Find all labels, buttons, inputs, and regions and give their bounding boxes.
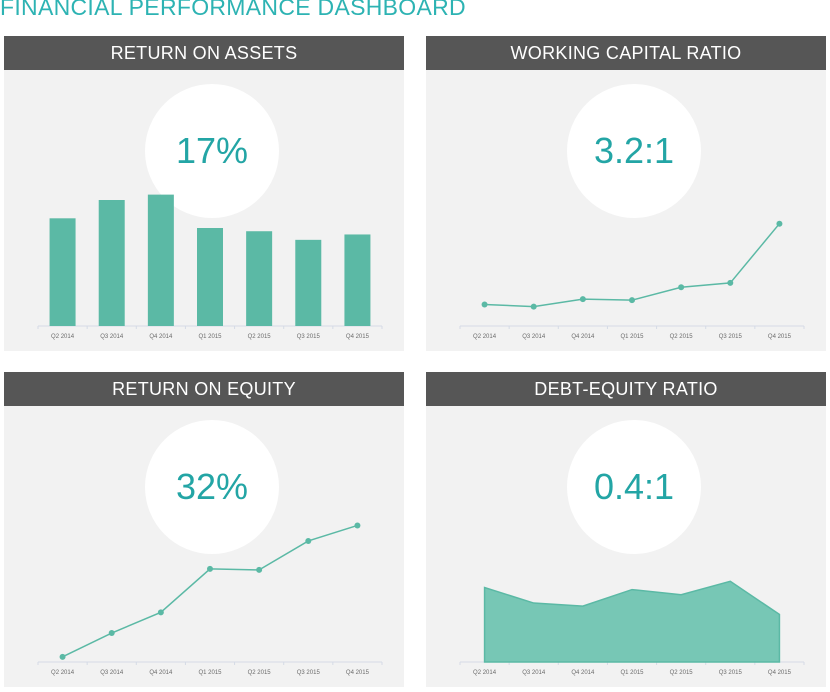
x-tick-label: Q3 2014 bbox=[100, 334, 124, 340]
page-title: FINANCIAL PERFORMANCE DASHBOARD bbox=[0, 0, 466, 20]
data-point bbox=[59, 653, 66, 660]
area-series bbox=[483, 580, 781, 663]
x-tick-label: Q4 2015 bbox=[768, 334, 792, 340]
panel-header: DEBT-EQUITY RATIO bbox=[426, 372, 826, 406]
panel-header: RETURN ON ASSETS bbox=[4, 36, 404, 70]
panel-working-capital-ratio: WORKING CAPITAL RATIO 3.2:1 Q2 2014 Q3 20… bbox=[426, 36, 826, 351]
x-tick-label: Q3 2014 bbox=[522, 670, 546, 676]
kpi-value: 3.2:1 bbox=[593, 130, 675, 171]
x-tick-label: Q2 2015 bbox=[670, 334, 694, 340]
kpi-value: 17% bbox=[175, 130, 249, 171]
chart-working-capital-ratio: Q2 2014 Q3 2014 Q4 2014 Q1 2015 Q2 2015 Q3 20… bbox=[459, 220, 805, 340]
bar bbox=[344, 234, 371, 326]
x-tick-label: Q2 2014 bbox=[473, 670, 497, 676]
x-tick-label: Q3 2015 bbox=[297, 670, 321, 676]
data-point bbox=[579, 296, 586, 303]
panel-header: RETURN ON EQUITY bbox=[4, 372, 404, 406]
x-tick-label: Q4 2015 bbox=[346, 334, 370, 340]
kpi-circle: 3.2:1 bbox=[567, 84, 701, 218]
chart-return-on-equity: Q2 2014 Q3 2014 Q4 2014 Q1 2015 Q2 2015 Q3 20… bbox=[37, 522, 383, 676]
data-point bbox=[305, 537, 312, 544]
chart-debt-equity-ratio: Q2 2014 Q3 2014 Q4 2014 Q1 2015 Q2 2015 Q3 20… bbox=[459, 580, 805, 676]
x-tick-label: Q3 2014 bbox=[100, 670, 124, 676]
x-tick-label: Q2 2015 bbox=[670, 670, 694, 676]
bar bbox=[246, 231, 273, 326]
data-point bbox=[678, 284, 685, 291]
x-tick-label: Q1 2015 bbox=[198, 334, 222, 340]
kpi-value: 32% bbox=[175, 466, 249, 507]
x-tick-label: Q3 2014 bbox=[522, 334, 546, 340]
x-tick-label: Q2 2014 bbox=[51, 334, 75, 340]
chart-return-on-assets: Q2 2014 Q3 2014 Q4 2014 Q1 2015 Q2 2015 Q3 20… bbox=[37, 194, 383, 340]
kpi-circle: 32% bbox=[145, 420, 279, 554]
kpi-value: 0.4:1 bbox=[593, 466, 675, 507]
x-tick-label: Q2 2014 bbox=[473, 334, 497, 340]
x-tick-label: Q3 2015 bbox=[297, 334, 321, 340]
x-tick-label: Q4 2014 bbox=[149, 334, 173, 340]
x-tick-label: Q3 2015 bbox=[719, 670, 743, 676]
x-tick-label: Q4 2015 bbox=[346, 670, 370, 676]
data-point bbox=[727, 279, 734, 286]
bar bbox=[49, 218, 76, 326]
panel-return-on-assets: RETURN ON ASSETS 17% Q2 2014 Q3 2014 Q4 20… bbox=[4, 36, 404, 351]
bar bbox=[295, 239, 322, 326]
x-tick-label: Q2 2015 bbox=[248, 334, 272, 340]
x-tick-label: Q4 2014 bbox=[149, 670, 173, 676]
data-point bbox=[776, 220, 783, 227]
x-tick-label: Q1 2015 bbox=[620, 334, 644, 340]
bar bbox=[197, 228, 223, 326]
x-tick-label: Q3 2015 bbox=[719, 334, 743, 340]
panel-debt-equity-ratio: DEBT-EQUITY RATIO 0.4:1 Q2 2014 Q3 2014 Q4… bbox=[426, 372, 826, 687]
x-tick-label: Q1 2015 bbox=[198, 670, 222, 676]
x-tick-label: Q4 2014 bbox=[571, 670, 595, 676]
bar bbox=[147, 194, 174, 326]
x-tick-label: Q1 2015 bbox=[620, 670, 644, 676]
x-tick-label: Q2 2014 bbox=[51, 670, 75, 676]
data-point bbox=[157, 609, 164, 616]
x-tick-label: Q4 2015 bbox=[768, 670, 792, 676]
data-point bbox=[354, 522, 361, 529]
data-point bbox=[530, 303, 537, 310]
data-point bbox=[207, 565, 213, 572]
series-line bbox=[484, 223, 781, 308]
data-point bbox=[629, 297, 635, 304]
x-tick-label: Q2 2015 bbox=[248, 670, 272, 676]
data-point bbox=[256, 566, 263, 573]
series-line bbox=[62, 524, 358, 658]
x-tick-label: Q4 2014 bbox=[571, 334, 595, 340]
data-point bbox=[481, 301, 488, 308]
panel-return-on-equity: RETURN ON EQUITY 32% Q2 2014 Q3 2014 Q4 20… bbox=[4, 372, 404, 687]
kpi-circle: 0.4:1 bbox=[567, 420, 701, 554]
bar bbox=[98, 200, 125, 326]
data-point bbox=[108, 630, 115, 637]
panel-header: WORKING CAPITAL RATIO bbox=[426, 36, 826, 70]
